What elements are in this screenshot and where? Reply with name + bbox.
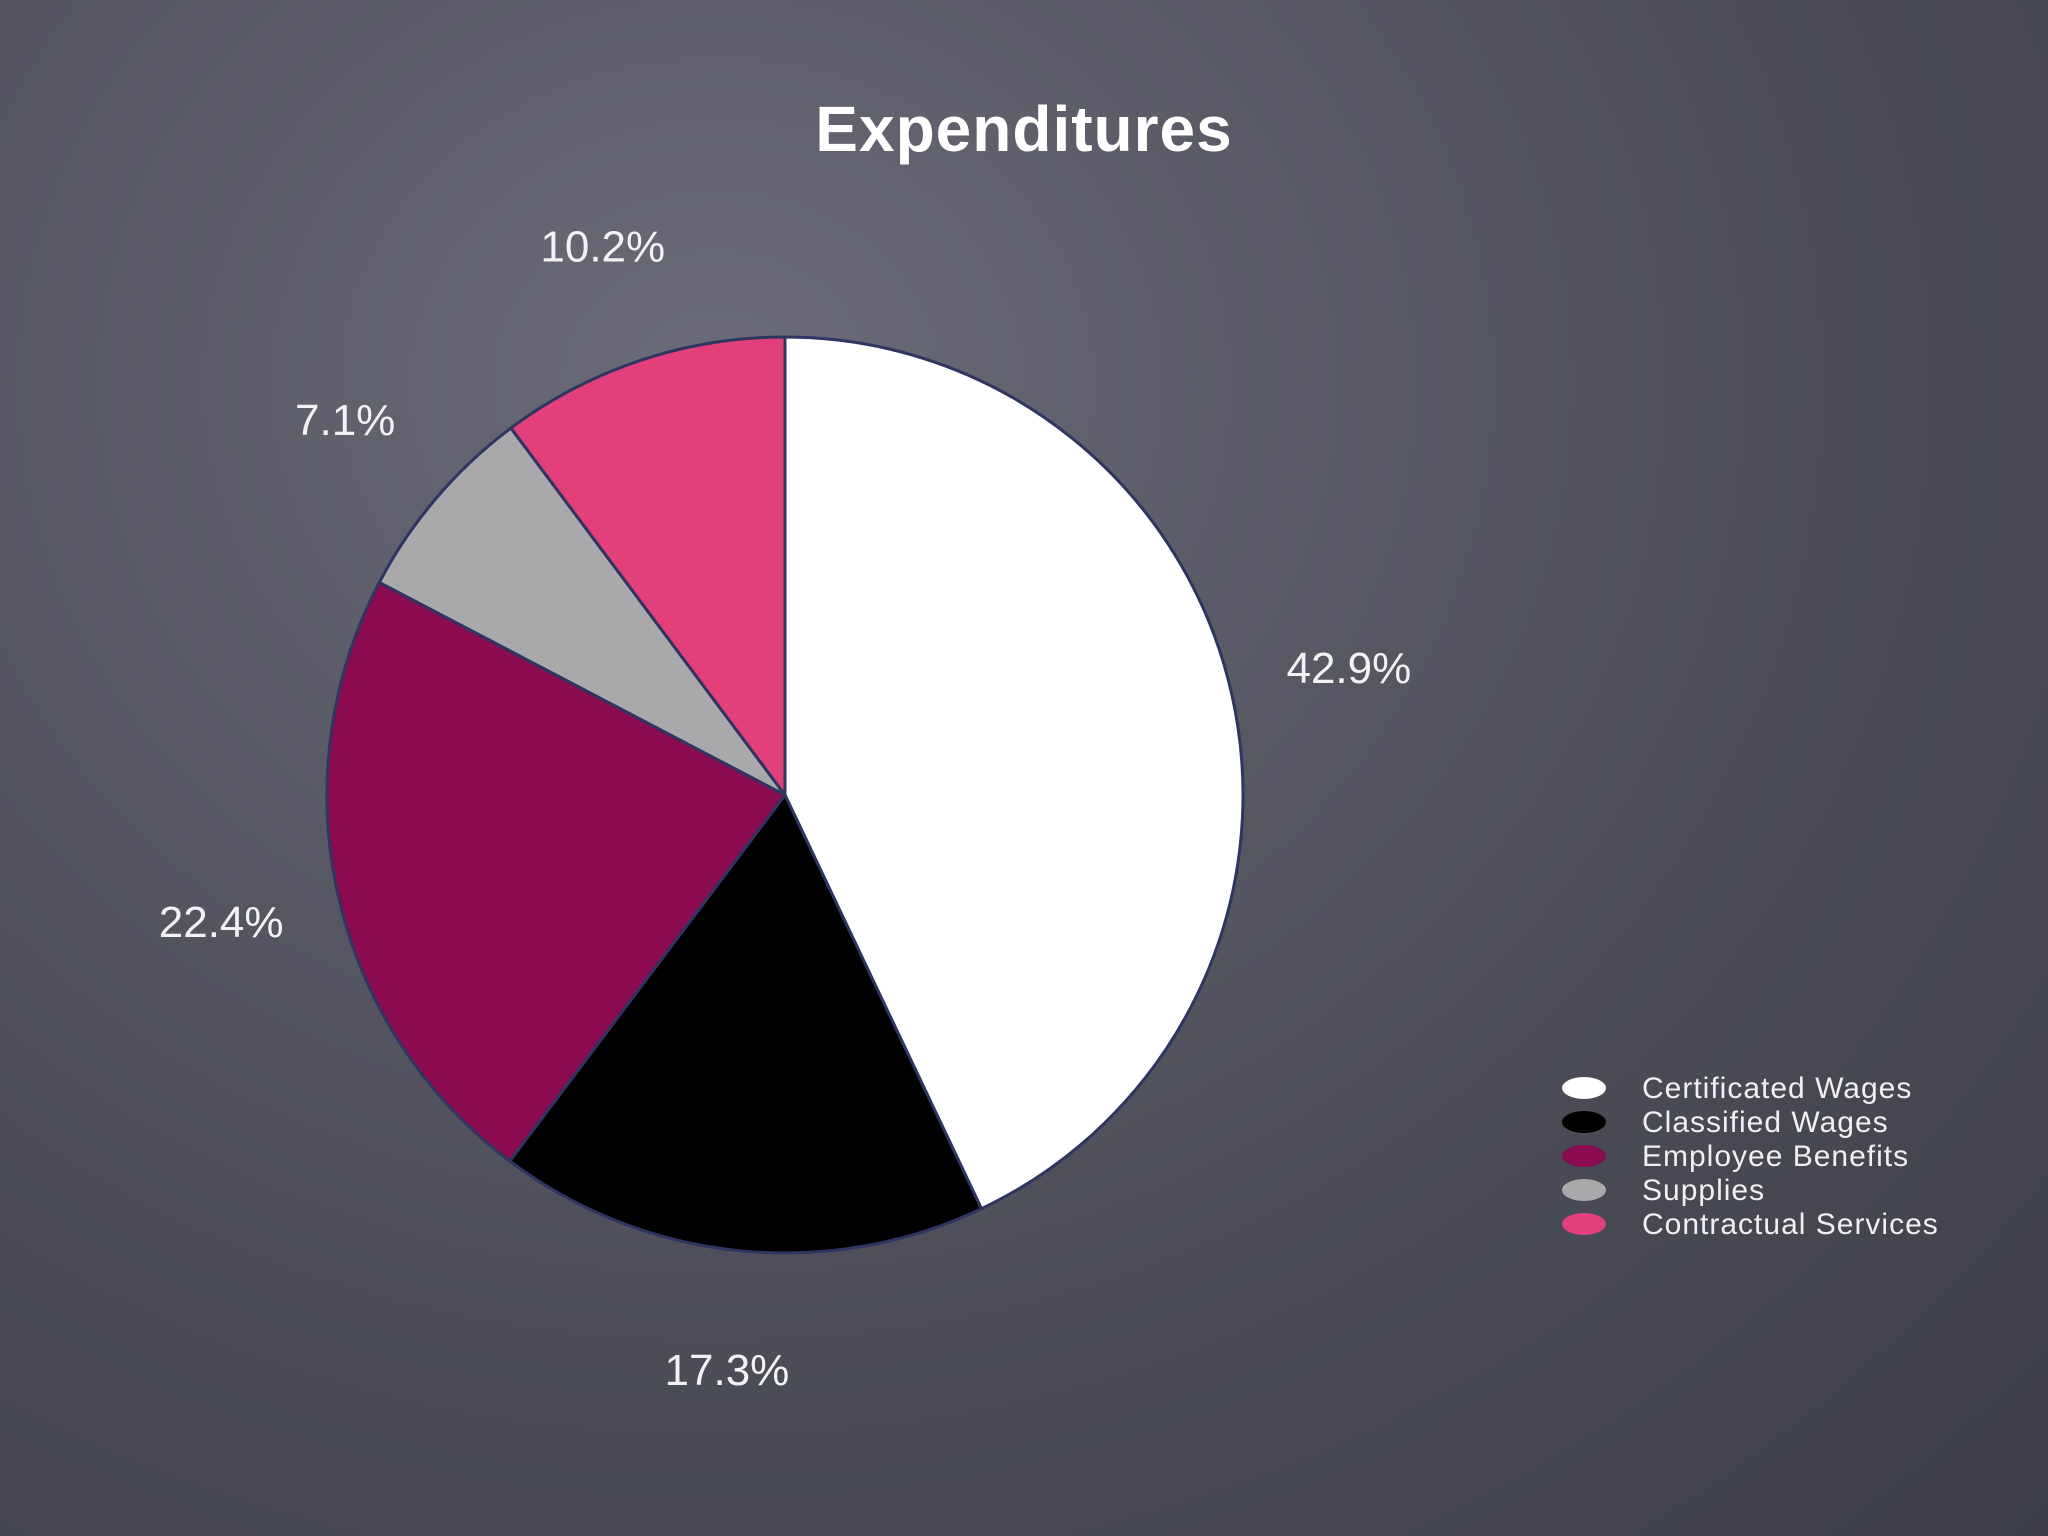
pie-slice-employee-benefits — [325, 580, 787, 1163]
legend-swatch-employee-benefits — [1562, 1145, 1606, 1167]
pie-labels: 42.9% 17.3% 22.4% 7.1% 10.2% — [159, 222, 1411, 1395]
pie-slice-certificated-wages — [783, 335, 1245, 1211]
data-label-supplies: 7.1% — [295, 396, 395, 445]
data-label-classified-wages: 17.3% — [665, 1346, 790, 1395]
legend-swatch-supplies — [1562, 1179, 1606, 1201]
pie-slice-contractual-services — [509, 335, 787, 797]
legend-label-supplies: Supplies — [1642, 1174, 1765, 1207]
legend-swatch-certificated-wages — [1562, 1077, 1606, 1099]
pie-slice-supplies — [377, 426, 787, 797]
legend-label-certificated-wages: Certificated Wages — [1642, 1072, 1912, 1105]
legend-label-contractual-services: Contractual Services — [1642, 1208, 1939, 1241]
pie-slice-classified-wages — [508, 793, 983, 1255]
data-label-employee-benefits: 22.4% — [159, 898, 284, 947]
data-label-contractual-services: 10.2% — [540, 222, 665, 271]
legend-swatch-contractual-services — [1562, 1213, 1606, 1235]
legend-swatch-classified-wages — [1562, 1111, 1606, 1133]
legend-label-classified-wages: Classified Wages — [1642, 1106, 1889, 1139]
legend-label-employee-benefits: Employee Benefits — [1642, 1140, 1909, 1173]
chart-title: Expenditures — [815, 93, 1233, 165]
data-label-certificated-wages: 42.9% — [1286, 644, 1411, 693]
pie-slices — [325, 335, 1245, 1255]
